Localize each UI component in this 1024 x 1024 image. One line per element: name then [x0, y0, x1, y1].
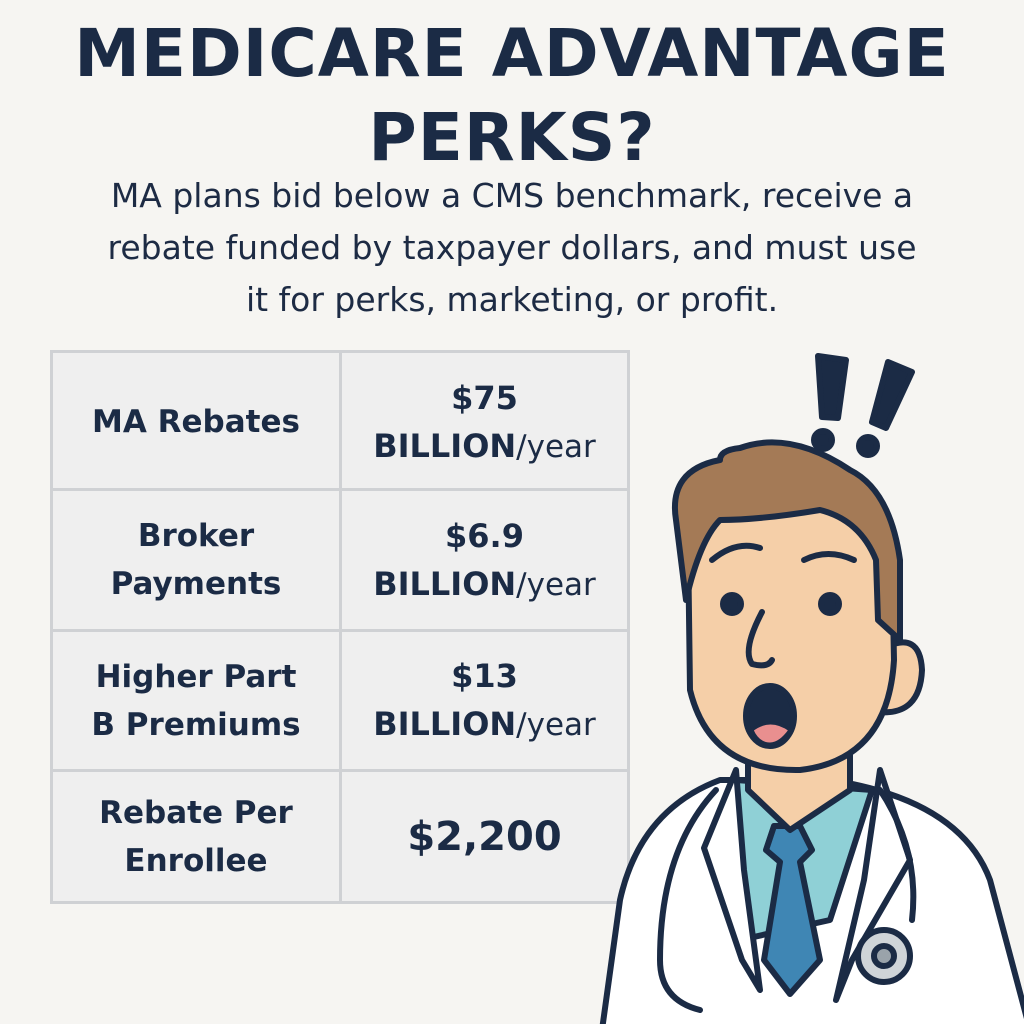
row-amount: $13: [451, 657, 518, 695]
table-row: MA Rebates $75 BILLION/year: [53, 353, 627, 491]
subtitle-line-2: rebate funded by taxpayer dollars, and m…: [107, 228, 917, 267]
surprised-doctor-illustration: [599, 353, 1024, 1024]
stethoscope-tube: [657, 787, 719, 1013]
eyebrow-right: [801, 551, 857, 563]
hair: [672, 439, 903, 643]
row-label-line: Rebate Per: [99, 794, 293, 831]
page-title: MEDICARE ADVANTAGE PERKS?: [0, 12, 1024, 180]
title-line-1: MEDICARE ADVANTAGE: [74, 15, 950, 92]
row-label-line: B Premiums: [91, 706, 301, 743]
row-label-line: Broker: [137, 518, 255, 554]
row-value: $13 BILLION/year: [342, 632, 627, 769]
row-value: $6.9 BILLION/year: [342, 491, 627, 629]
tie: [761, 823, 823, 997]
row-value: $2,200: [342, 772, 627, 901]
row-unit: BILLION: [373, 426, 517, 465]
row-label: MA Rebates: [53, 353, 342, 491]
row-per: /year: [516, 707, 596, 743]
row-label: Broker Payments: [53, 491, 342, 629]
eye-left: [720, 592, 744, 616]
subtitle-line-1: MA plans bid below a CMS benchmark, rece…: [110, 176, 914, 215]
row-per: /year: [516, 566, 596, 603]
eye-right: [818, 592, 842, 616]
row-amount: $75: [451, 378, 518, 417]
row-unit: BILLION: [373, 564, 517, 603]
row-label: Higher Part B Premiums: [53, 632, 342, 769]
nose: [745, 609, 775, 669]
table-row: Higher Part B Premiums $13 BILLION/year: [53, 629, 627, 769]
row-label-line: MA Rebates: [92, 404, 300, 440]
table-row: Broker Payments $6.9 BILLION/year: [53, 488, 627, 629]
row-amount: $2,200: [407, 813, 562, 860]
table-row: Rebate Per Enrollee $2,200: [53, 769, 627, 901]
row-label-line: Enrollee: [124, 842, 268, 879]
row-label-line: Payments: [110, 566, 282, 602]
row-label: Rebate Per Enrollee: [53, 772, 342, 901]
row-per: /year: [516, 428, 596, 465]
double-exclamation-icon: [811, 353, 915, 458]
eyebrow-left: [709, 542, 763, 563]
coat-lapel-left: [701, 767, 763, 993]
row-value: $75 BILLION/year: [342, 353, 627, 491]
perks-table: MA Rebates $75 BILLION/year Broker Payme…: [50, 350, 630, 904]
subtitle: MA plans bid below a CMS benchmark, rece…: [60, 170, 964, 326]
title-line-2: PERKS?: [368, 99, 656, 176]
row-unit: BILLION: [373, 705, 517, 743]
row-label-line: Higher Part: [95, 658, 297, 695]
row-amount: $6.9: [445, 516, 524, 555]
subtitle-line-3: it for perks, marketing, or profit.: [245, 280, 779, 319]
